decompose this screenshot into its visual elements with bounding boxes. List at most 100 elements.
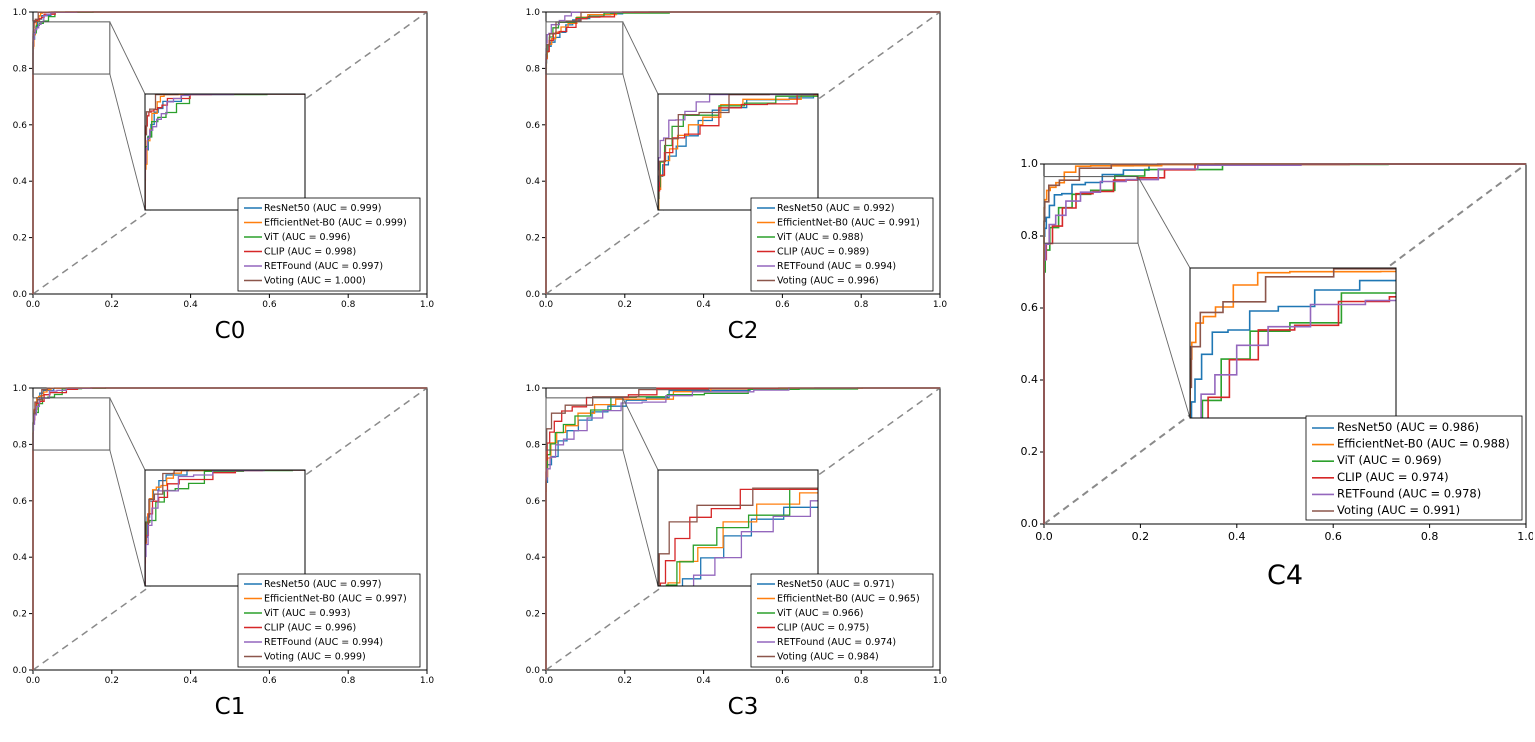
x-tick-label: 1.0	[420, 676, 435, 686]
zoom-source-rect	[545, 397, 624, 451]
inset-plot	[144, 93, 306, 211]
legend-entry: ViT (AUC = 0.993)	[244, 608, 350, 619]
legend-entry: RETFound (AUC = 0.997)	[244, 261, 383, 272]
legend-entry: CLIP (AUC = 0.996)	[244, 623, 356, 634]
x-tick-label: 0.4	[696, 676, 711, 686]
x-tick-label: 0.8	[854, 300, 869, 310]
x-tick-label: 0.0	[539, 300, 554, 310]
roc-plot-c3: 0.0 0.2 0.4 0.6 0.8 1.0 0.0 0.2 0.4 0.6 0.8 1.0 ResN…	[526, 384, 948, 686]
legend-label: RETFound (AUC = 0.997)	[264, 261, 383, 272]
y-tick-label: 0.4	[1021, 373, 1039, 386]
chart-c4: 0.0 0.2 0.4 0.6 0.8 1.0 0.0 0.2 0.4 0.6 0.8 1.0 ResN…	[1008, 152, 1535, 591]
zoom-connector	[109, 73, 146, 211]
legend-label: ViT (AUC = 0.988)	[777, 232, 863, 243]
roc-curve-CLIP	[545, 387, 940, 670]
legend-label: RETFound (AUC = 0.994)	[264, 637, 383, 648]
zoom-connector	[1137, 243, 1191, 419]
legend-entry: RETFound (AUC = 0.994)	[757, 261, 896, 272]
roc-curve-RETFound	[545, 387, 940, 670]
chart-title-c1: C1	[214, 694, 246, 720]
legend-entry: Voting (AUC = 0.996)	[757, 276, 879, 287]
x-tick-label: 0.4	[183, 676, 198, 686]
legend-entry: ResNet50 (AUC = 0.992)	[757, 203, 894, 214]
axis-ticks: 0.0 0.2 0.4 0.6 0.8 1.0 0.0 0.2 0.4 0.6 0.8 1.0	[13, 8, 435, 310]
y-tick-label: 0.2	[526, 234, 540, 244]
inset-curve-Voting	[1190, 268, 1396, 418]
x-tick-label: 0.8	[341, 300, 356, 310]
axis-ticks: 0.0 0.2 0.4 0.6 0.8 1.0 0.0 0.2 0.4 0.6 0.8 1.0	[526, 8, 948, 310]
axis-ticks: 0.0 0.2 0.4 0.6 0.8 1.0 0.0 0.2 0.4 0.6 0.8 1.0	[526, 384, 948, 686]
inset-plot	[657, 469, 819, 587]
legend-entry: Voting (AUC = 0.991)	[1312, 503, 1460, 517]
roc-curves	[545, 387, 940, 670]
roc-curve-Voting	[545, 387, 940, 670]
legend-label: ViT (AUC = 0.993)	[264, 608, 350, 619]
x-tick-label: 1.0	[933, 300, 948, 310]
y-tick-label: 0.0	[526, 290, 541, 300]
y-tick-label: 0.8	[526, 64, 541, 74]
zoom-connector	[622, 449, 659, 587]
legend: ResNet50 (AUC = 0.986) EfficientNet-B0 (A…	[1305, 415, 1523, 521]
y-tick-label: 0.6	[1021, 301, 1039, 314]
roc-curves	[1043, 163, 1526, 524]
legend: ResNet50 (AUC = 0.999) EfficientNet-B0 (A…	[237, 197, 421, 292]
y-tick-label: 1.0	[526, 8, 541, 18]
legend-entry: RETFound (AUC = 0.978)	[1312, 486, 1481, 500]
y-tick-label: 0.8	[1021, 229, 1039, 242]
zoom-connector	[622, 397, 659, 471]
inset-curve-ViT	[665, 488, 818, 586]
legend-entry: ResNet50 (AUC = 0.999)	[244, 203, 381, 214]
y-tick-label: 0.2	[526, 610, 540, 620]
x-tick-label: 0.8	[341, 676, 356, 686]
y-tick-label: 0.0	[526, 666, 541, 676]
legend-label: ResNet50 (AUC = 0.992)	[777, 203, 894, 214]
legend-entry: CLIP (AUC = 0.975)	[757, 623, 869, 634]
chart-title-c2: C2	[727, 318, 759, 344]
inset-curve-Voting	[145, 470, 305, 586]
x-tick-label: 0.6	[775, 300, 790, 310]
zoom-connector	[109, 449, 146, 587]
legend-label: EfficientNet-B0 (AUC = 0.997)	[264, 594, 407, 605]
legend: ResNet50 (AUC = 0.992) EfficientNet-B0 (A…	[750, 197, 934, 292]
x-tick-label: 0.0	[1035, 530, 1053, 543]
chart-title-c3: C3	[727, 694, 759, 720]
zoom-connector	[1137, 176, 1191, 269]
inset-curve-RETFound	[692, 500, 818, 586]
legend-label: Voting (AUC = 0.996)	[777, 276, 879, 287]
inset-frame	[657, 93, 819, 211]
x-tick-label: 0.4	[183, 300, 198, 310]
x-tick-label: 0.6	[775, 676, 790, 686]
inset-plot	[1189, 267, 1397, 419]
legend-entry: CLIP (AUC = 0.989)	[757, 247, 869, 258]
y-tick-label: 1.0	[526, 384, 541, 394]
chart-c0: 0.0 0.2 0.4 0.6 0.8 1.0 0.0 0.2 0.4 0.6 0.8 1.0 ResN…	[5, 2, 435, 344]
legend-entry: Voting (AUC = 0.984)	[757, 652, 879, 663]
legend-label: ViT (AUC = 0.996)	[264, 232, 350, 243]
chart-c3: 0.0 0.2 0.4 0.6 0.8 1.0 0.0 0.2 0.4 0.6 0.8 1.0 ResN…	[518, 378, 948, 720]
x-tick-label: 0.8	[1421, 530, 1439, 543]
legend-label: ResNet50 (AUC = 0.997)	[264, 579, 381, 590]
legend-label: EfficientNet-B0 (AUC = 0.991)	[777, 218, 920, 229]
legend-entry: RETFound (AUC = 0.974)	[757, 637, 896, 648]
legend-entry: ViT (AUC = 0.988)	[757, 232, 863, 243]
legend-entry: EfficientNet-B0 (AUC = 0.991)	[757, 218, 920, 229]
y-tick-label: 0.8	[526, 440, 541, 450]
x-tick-label: 0.0	[26, 676, 41, 686]
legend-label: CLIP (AUC = 0.974)	[1337, 470, 1449, 484]
y-tick-label: 1.0	[13, 8, 28, 18]
inset-frame	[657, 469, 819, 587]
legend-entry: RETFound (AUC = 0.994)	[244, 637, 383, 648]
inset-curve-Voting	[658, 94, 818, 210]
y-tick-label: 0.2	[13, 234, 27, 244]
x-tick-label: 0.4	[1228, 530, 1246, 543]
y-tick-label: 0.0	[13, 290, 28, 300]
x-tick-label: 0.0	[26, 300, 41, 310]
y-tick-label: 0.8	[13, 440, 28, 450]
legend-label: ResNet50 (AUC = 0.999)	[264, 203, 381, 214]
legend-entry: ResNet50 (AUC = 0.986)	[1312, 420, 1479, 434]
legend-entry: EfficientNet-B0 (AUC = 0.988)	[1312, 437, 1510, 451]
legend-label: Voting (AUC = 1.000)	[264, 276, 366, 287]
x-tick-label: 0.6	[1324, 530, 1342, 543]
legend-entry: CLIP (AUC = 0.998)	[244, 247, 356, 258]
x-tick-label: 0.2	[618, 676, 632, 686]
